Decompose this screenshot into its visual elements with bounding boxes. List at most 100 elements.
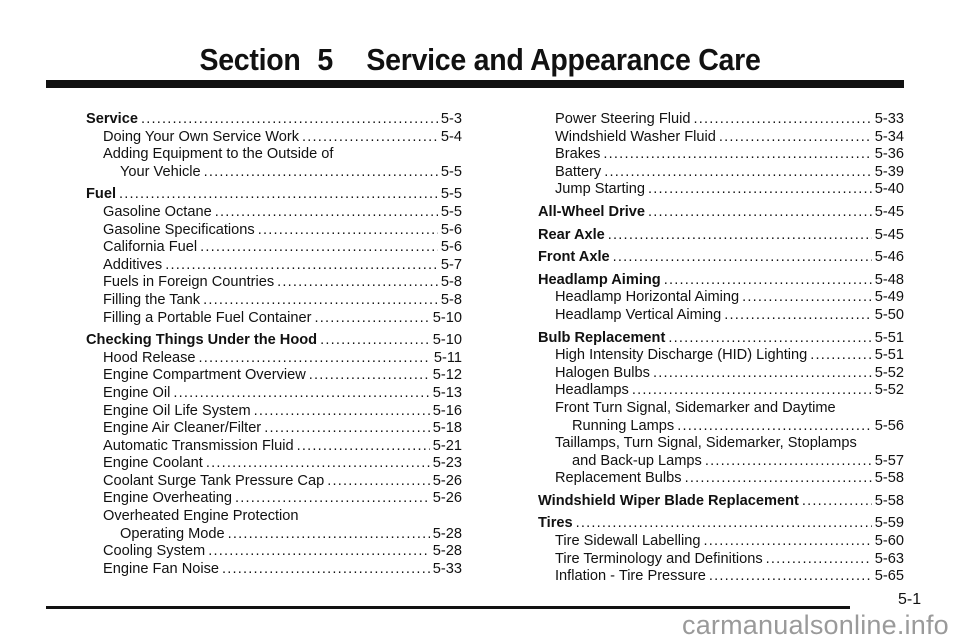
toc-section-entry[interactable]: Front Axle 5-46 (538, 249, 904, 267)
toc-entry-page: 5-51 (874, 329, 904, 346)
toc-entry[interactable]: Operating Mode 5-28 (86, 526, 462, 544)
toc-entry[interactable]: Filling the Tank 5-8 (86, 292, 462, 310)
dot-leader (204, 164, 438, 182)
toc-entry-title: Cooling System (103, 543, 206, 560)
toc-entry-title: Coolant Surge Tank Pressure Cap (103, 472, 325, 489)
toc-entry[interactable]: Battery 5-39 (538, 164, 904, 182)
toc-entry-page: 5-11 (433, 349, 462, 366)
toc-entry[interactable]: Adding Equipment to the Outside of (86, 146, 462, 164)
toc-section-entry[interactable]: Service 5-3 (86, 111, 462, 129)
toc-entry-page: 5-48 (874, 271, 904, 288)
toc-entry-title: Tire Terminology and Definitions (555, 550, 763, 567)
toc-entry[interactable]: Front Turn Signal, Sidemarker and Daytim… (538, 400, 904, 418)
toc-entry-title: Additives (103, 256, 163, 273)
toc-entry[interactable]: California Fuel 5-6 (86, 239, 462, 257)
toc-entry-page: 5-58 (874, 470, 904, 487)
dot-leader (724, 307, 871, 325)
toc-section-entry[interactable]: Checking Things Under the Hood 5-10 (86, 332, 462, 350)
toc-entry-page: 5-46 (874, 249, 904, 266)
dot-leader (258, 222, 438, 240)
dot-leader (141, 111, 438, 129)
toc-entry[interactable]: Headlamp Vertical Aiming 5-50 (538, 307, 904, 325)
dot-leader (608, 227, 872, 245)
toc-entry[interactable]: Inflation - Tire Pressure 5-65 (538, 568, 904, 586)
dot-leader (810, 347, 872, 365)
toc-entry[interactable]: Running Lamps 5-56 (538, 418, 904, 436)
toc-section-entry[interactable]: Rear Axle 5-45 (538, 227, 904, 245)
toc-entry[interactable]: Additives 5-7 (86, 257, 462, 275)
toc-entry[interactable]: Gasoline Specifications 5-6 (86, 222, 462, 240)
toc-entry-page: 5-52 (874, 364, 904, 381)
toc-entry[interactable]: and Back-up Lamps 5-57 (538, 453, 904, 471)
toc-entry[interactable]: Engine Fan Noise 5-33 (86, 561, 462, 579)
toc-entry-title: Engine Overheating (103, 490, 232, 507)
dot-leader (297, 438, 430, 456)
toc-entry[interactable]: Overheated Engine Protection (86, 508, 462, 526)
toc-entry-title: Engine Coolant (103, 455, 203, 472)
toc-section-entry[interactable]: Bulb Replacement 5-51 (538, 330, 904, 348)
dot-leader (206, 455, 430, 473)
dot-leader (173, 385, 429, 403)
toc-entry-page: 5-52 (874, 382, 904, 399)
toc-entry[interactable]: Tire Sidewall Labelling 5-60 (538, 533, 904, 551)
toc-entry[interactable]: Fuels in Foreign Countries 5-8 (86, 274, 462, 292)
toc-entry-page: 5-16 (432, 402, 462, 419)
toc-entry[interactable]: Taillamps, Turn Signal, Sidemarker, Stop… (538, 435, 904, 453)
toc-entry[interactable]: Halogen Bulbs 5-52 (538, 365, 904, 383)
toc-entry-title: Engine Air Cleaner/Filter (103, 420, 262, 437)
toc-entry[interactable]: Replacement Bulbs 5-58 (538, 470, 904, 488)
toc-entry-page: 5-56 (874, 417, 904, 434)
toc-entry[interactable]: Power Steering Fluid 5-33 (538, 111, 904, 129)
toc-entry[interactable]: Brakes 5-36 (538, 146, 904, 164)
toc-entry[interactable]: Cooling System 5-28 (86, 543, 462, 561)
footer-rule (46, 606, 850, 609)
toc-entry-title: Running Lamps (572, 417, 675, 434)
dot-leader (254, 403, 430, 421)
toc-entry[interactable]: High Intensity Discharge (HID) Lighting 5… (538, 347, 904, 365)
toc-entry-title: Overheated Engine Protection (103, 508, 299, 525)
toc-entry[interactable]: Filling a Portable Fuel Container 5-10 (86, 310, 462, 328)
toc-entry-title: Tires (538, 515, 573, 532)
toc-entry[interactable]: Engine Coolant 5-23 (86, 455, 462, 473)
toc-entry[interactable]: Hood Release 5-11 (86, 350, 462, 368)
dot-leader (613, 249, 872, 267)
dot-leader (277, 274, 438, 292)
page-number: 5-1 (898, 591, 922, 608)
toc-entry[interactable]: Gasoline Octane 5-5 (86, 204, 462, 222)
toc-entry[interactable]: Engine Oil 5-13 (86, 385, 462, 403)
toc-entry[interactable]: Engine Compartment Overview 5-12 (86, 367, 462, 385)
toc-entry[interactable]: Coolant Surge Tank Pressure Cap 5-26 (86, 473, 462, 491)
toc-right-column: Power Steering Fluid 5-33 Windshield Washe… (538, 111, 904, 586)
toc-entry-title: Windshield Washer Fluid (555, 128, 716, 145)
toc-entry[interactable]: Tire Terminology and Definitions 5-63 (538, 551, 904, 569)
toc-entry[interactable]: Automatic Transmission Fluid 5-21 (86, 438, 462, 456)
toc-entry-page: 5-49 (874, 289, 904, 306)
toc-section-entry[interactable]: All-Wheel Drive 5-45 (538, 204, 904, 222)
toc-entry-title: and Back-up Lamps (572, 452, 702, 469)
toc-section-entry[interactable]: Tires 5-59 (538, 515, 904, 533)
toc-entry[interactable]: Your Vehicle 5-5 (86, 164, 462, 182)
toc-entry-page: 5-5 (440, 163, 462, 180)
toc-entry-title: High Intensity Discharge (HID) Lighting (555, 347, 808, 364)
dot-leader (604, 164, 872, 182)
toc-entry[interactable]: Engine Overheating 5-26 (86, 490, 462, 508)
toc-entry[interactable]: Doing Your Own Service Work 5-4 (86, 129, 462, 147)
toc-entry[interactable]: Jump Starting 5-40 (538, 181, 904, 199)
toc-entry-page: 5-45 (874, 203, 904, 220)
toc-entry-page: 5-10 (432, 332, 462, 349)
toc-entry[interactable]: Headlamps 5-52 (538, 382, 904, 400)
toc-entry-page: 5-3 (440, 111, 462, 127)
toc-entry[interactable]: Windshield Washer Fluid 5-34 (538, 129, 904, 147)
toc-entry[interactable]: Engine Air Cleaner/Filter 5-18 (86, 420, 462, 438)
dot-leader (203, 292, 438, 310)
toc-section-entry[interactable]: Headlamp Aiming 5-48 (538, 272, 904, 290)
toc-section-entry[interactable]: Fuel 5-5 (86, 186, 462, 204)
toc-entry-page: 5-10 (432, 309, 462, 326)
toc-entry[interactable]: Engine Oil Life System 5-16 (86, 403, 462, 421)
toc-section-entry[interactable]: Windshield Wiper Blade Replacement 5-58 (538, 493, 904, 511)
toc-entry[interactable]: Headlamp Horizontal Aiming 5-49 (538, 289, 904, 307)
watermark: carmanualsonline.info (682, 610, 949, 640)
toc-entry-page: 5-40 (874, 181, 904, 198)
toc-entry-page: 5-59 (874, 515, 904, 532)
